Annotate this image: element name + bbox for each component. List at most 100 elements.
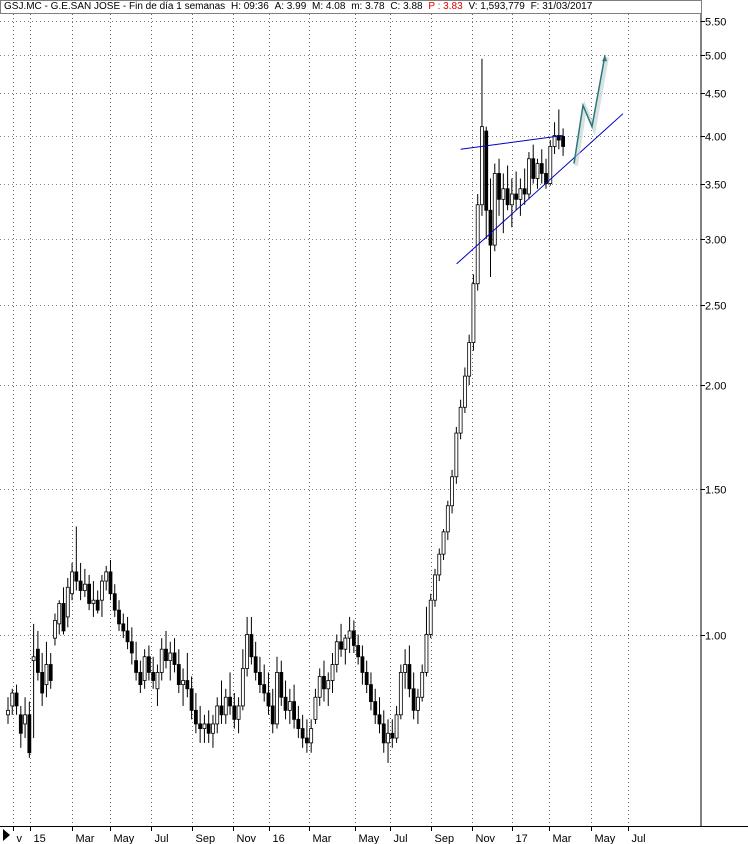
candle (501, 173, 506, 234)
candle (219, 680, 224, 724)
candle-body (172, 652, 177, 665)
candle-body (14, 692, 19, 707)
candle (138, 660, 143, 693)
candle-body (283, 696, 288, 711)
candle-body (262, 684, 267, 694)
candle (484, 126, 489, 240)
candle (514, 171, 519, 211)
candle-body (522, 188, 527, 195)
x-tick-label: 15 (34, 833, 46, 844)
candle-body (287, 701, 292, 711)
candle (129, 627, 134, 665)
projection-line (573, 55, 606, 164)
candle-body (104, 571, 109, 582)
candle (561, 128, 565, 156)
candle (240, 649, 245, 711)
candle (351, 620, 356, 653)
candle-body (309, 728, 314, 744)
candle-body (198, 723, 203, 729)
candle (65, 577, 70, 628)
candle-body (552, 135, 557, 147)
candle (108, 559, 113, 601)
candle (450, 469, 454, 514)
candle (364, 660, 369, 693)
candle (134, 641, 139, 681)
candle-body (480, 126, 484, 206)
candle-body (428, 599, 433, 635)
candle-body (87, 583, 92, 604)
candle-body (467, 342, 472, 377)
candle (471, 274, 476, 351)
candle-body (74, 571, 79, 582)
y-tick-label: 3.00 (705, 235, 726, 247)
candle (497, 158, 501, 216)
candle (509, 178, 514, 228)
candle (249, 616, 254, 665)
candle (522, 168, 527, 205)
candle-body (433, 574, 437, 601)
header-title: GSJ.MC - G.E.SAN JOSE - Fin de día 1 sem… (4, 1, 226, 12)
x-tick-label: Nov (476, 833, 496, 844)
candle-body (462, 375, 467, 408)
candle-body (275, 672, 279, 725)
candle-body (181, 680, 185, 686)
x-tick-label: May (595, 833, 616, 844)
candle (535, 158, 540, 189)
candle (185, 652, 190, 698)
candle-body (223, 696, 228, 716)
x-tick-label: Mar (553, 833, 572, 844)
candle-body (112, 593, 117, 611)
x-tick-label: Mar (313, 833, 332, 844)
candle-body (484, 130, 489, 211)
candle-body (322, 676, 326, 690)
candle-body (18, 714, 23, 734)
candle (420, 664, 425, 702)
candle-body (394, 714, 399, 739)
candle-body (441, 531, 446, 555)
candle-body (129, 641, 134, 654)
candle (23, 697, 27, 739)
candle (381, 710, 386, 753)
x-tick-label: Mar (76, 833, 95, 844)
candle-body (347, 630, 352, 639)
candle (488, 178, 493, 277)
candle (275, 656, 279, 729)
candle (330, 652, 335, 693)
candle-body (292, 701, 296, 720)
candle-body (514, 193, 519, 200)
candle (462, 367, 467, 414)
candle (322, 660, 326, 702)
scroll-left-icon[interactable] (3, 829, 10, 841)
candle (211, 714, 215, 748)
candle-body (48, 664, 53, 681)
candle (356, 634, 361, 665)
candle (53, 613, 57, 646)
y-tick-label: 2.00 (705, 381, 726, 393)
candle-body (82, 583, 87, 591)
candle (270, 688, 275, 734)
candle (6, 697, 10, 724)
candle (326, 672, 331, 706)
y-tick-label: 3.50 (705, 180, 726, 192)
y-tick-label: 4.50 (705, 89, 726, 101)
candle (117, 600, 121, 631)
candle-body (219, 705, 224, 716)
candle-body (40, 672, 45, 694)
y-tick-label: 5.50 (705, 17, 726, 29)
candle (223, 688, 228, 724)
y-axis-ticks: 1.00 1.50 2.00 2.50 3.00 3.50 4.00 4.50 5.00 5.50 (701, 17, 726, 643)
candle (91, 581, 96, 617)
candle-body (245, 634, 250, 669)
candle (492, 163, 497, 252)
candle-body (100, 580, 104, 601)
candle-body (416, 696, 420, 711)
candle-body (168, 652, 173, 662)
candle (95, 590, 100, 614)
candle-body (211, 723, 215, 734)
candle (339, 623, 343, 657)
candle (458, 399, 463, 440)
candle (441, 529, 446, 560)
candle-body (386, 732, 390, 744)
candle-body (535, 163, 540, 179)
